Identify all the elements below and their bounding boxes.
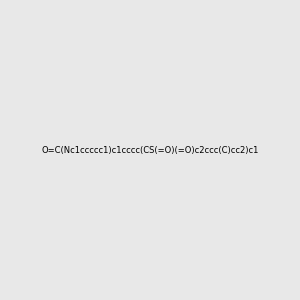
Text: O=C(Nc1ccccc1)c1cccc(CS(=O)(=O)c2ccc(C)cc2)c1: O=C(Nc1ccccc1)c1cccc(CS(=O)(=O)c2ccc(C)c… [41, 146, 259, 154]
